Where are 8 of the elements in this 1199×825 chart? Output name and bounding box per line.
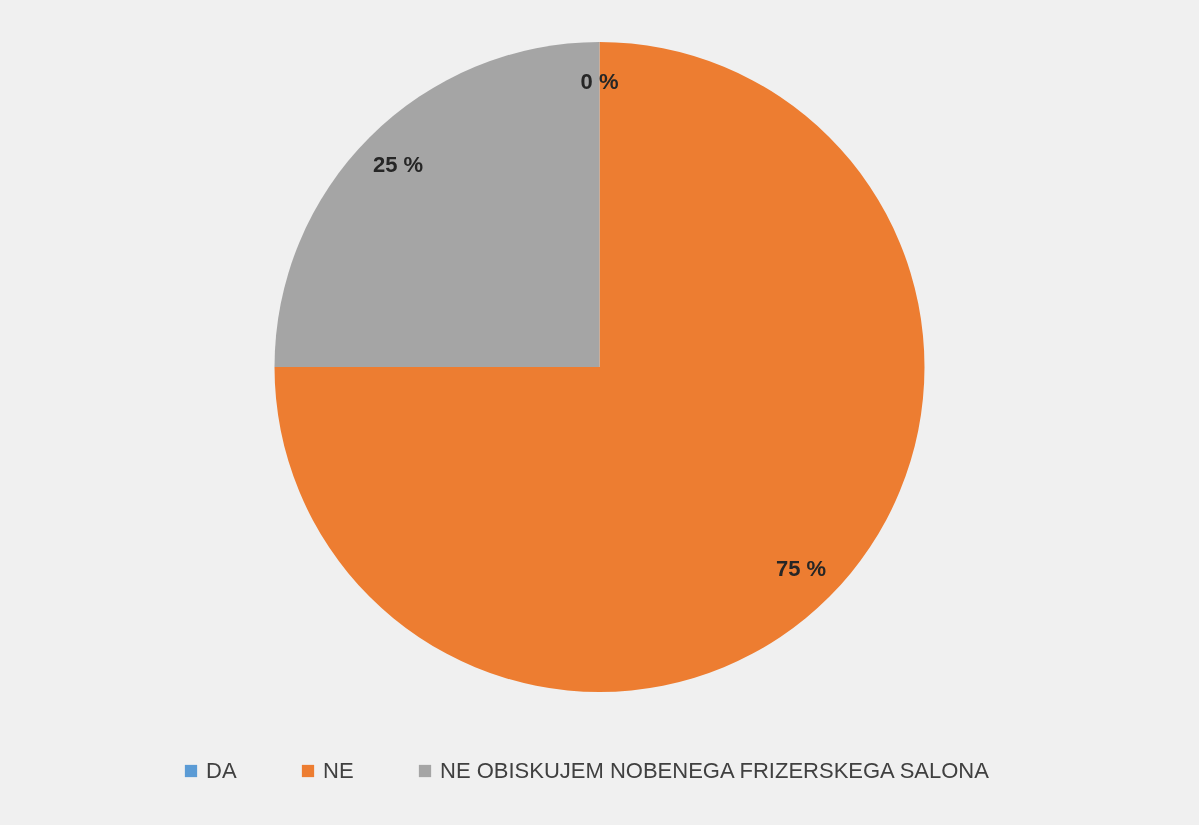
data-label: 75 % (775, 555, 827, 581)
data-label: 25 % (372, 152, 424, 178)
pie-slice (274, 42, 600, 367)
legend-label: DA (206, 758, 237, 783)
legend-label: NE (323, 758, 354, 783)
text: 0 % (580, 69, 619, 94)
pie-slice (274, 42, 925, 692)
legend-label: NE OBISKUJEM NOBENEGA FRIZERSKEGA SALONA (440, 758, 990, 783)
